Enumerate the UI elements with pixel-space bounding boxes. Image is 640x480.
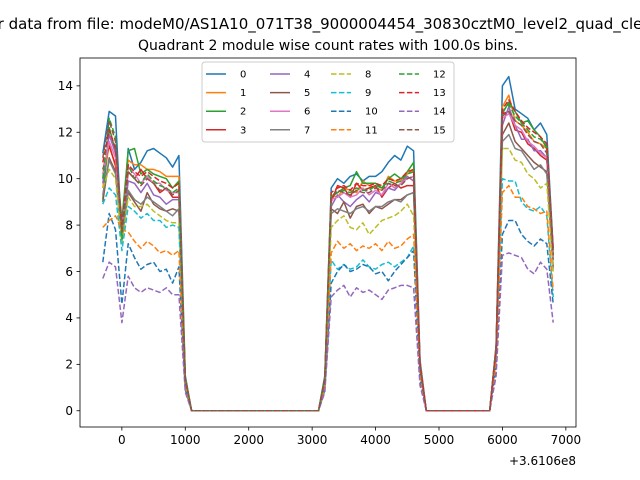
series-line-8 [102,147,554,412]
legend-label-11: 11 [365,125,378,136]
legend-box [201,61,455,143]
legend-label-14: 14 [433,107,446,118]
figure-suptitle: Plot for data from file: modeM0/AS1A10_0… [0,15,640,34]
x-tick-label: 2000 [233,433,264,447]
y-tick-label: 10 [58,172,73,186]
series-group [102,75,554,412]
legend-label-4: 4 [304,70,310,81]
series-line-10 [102,212,554,412]
plot-frame [79,57,577,428]
legend-label-12: 12 [433,70,446,81]
x-tick-label: 3000 [297,433,328,447]
y-tick-label: 0 [65,404,73,418]
series-line-2 [102,101,554,412]
series-line-12 [102,103,554,412]
legend-label-5: 5 [304,88,310,99]
legend-label-3: 3 [240,125,246,136]
legend-label-0: 0 [240,70,246,81]
x-tick-label: 7000 [551,433,582,447]
legend-label-15: 15 [433,125,446,136]
legend-label-9: 9 [365,88,371,99]
y-tick-label: 14 [58,79,73,93]
series-line-11 [102,184,554,412]
series-line-15 [102,110,554,412]
series-line-4 [102,105,554,412]
y-tick-label: 12 [58,126,73,140]
series-line-13 [102,99,554,412]
x-tick-label: 6000 [487,433,518,447]
y-tick-label: 2 [65,358,73,372]
series-line-14 [102,252,554,412]
legend-label-13: 13 [433,88,446,99]
legend-label-2: 2 [240,107,246,118]
legend-label-8: 8 [365,70,371,81]
x-tick-label: 4000 [360,433,391,447]
x-tick-label: 0 [118,433,126,447]
y-tick-label: 6 [65,265,73,279]
legend-label-6: 6 [304,107,310,118]
plot-title: Quadrant 2 module wise count rates with … [138,38,518,54]
x-tick-label: 1000 [170,433,201,447]
series-line-9 [102,177,554,412]
x-tick-label: 5000 [424,433,455,447]
y-tick-label: 4 [65,311,73,325]
y-tick-label: 8 [65,218,73,232]
series-line-7 [102,133,554,412]
x-offset-label: +3.6106e8 [509,454,576,468]
series-line-5 [102,122,554,412]
legend-label-10: 10 [365,107,378,118]
legend-label-1: 1 [240,88,246,99]
legend-label-7: 7 [304,125,310,136]
